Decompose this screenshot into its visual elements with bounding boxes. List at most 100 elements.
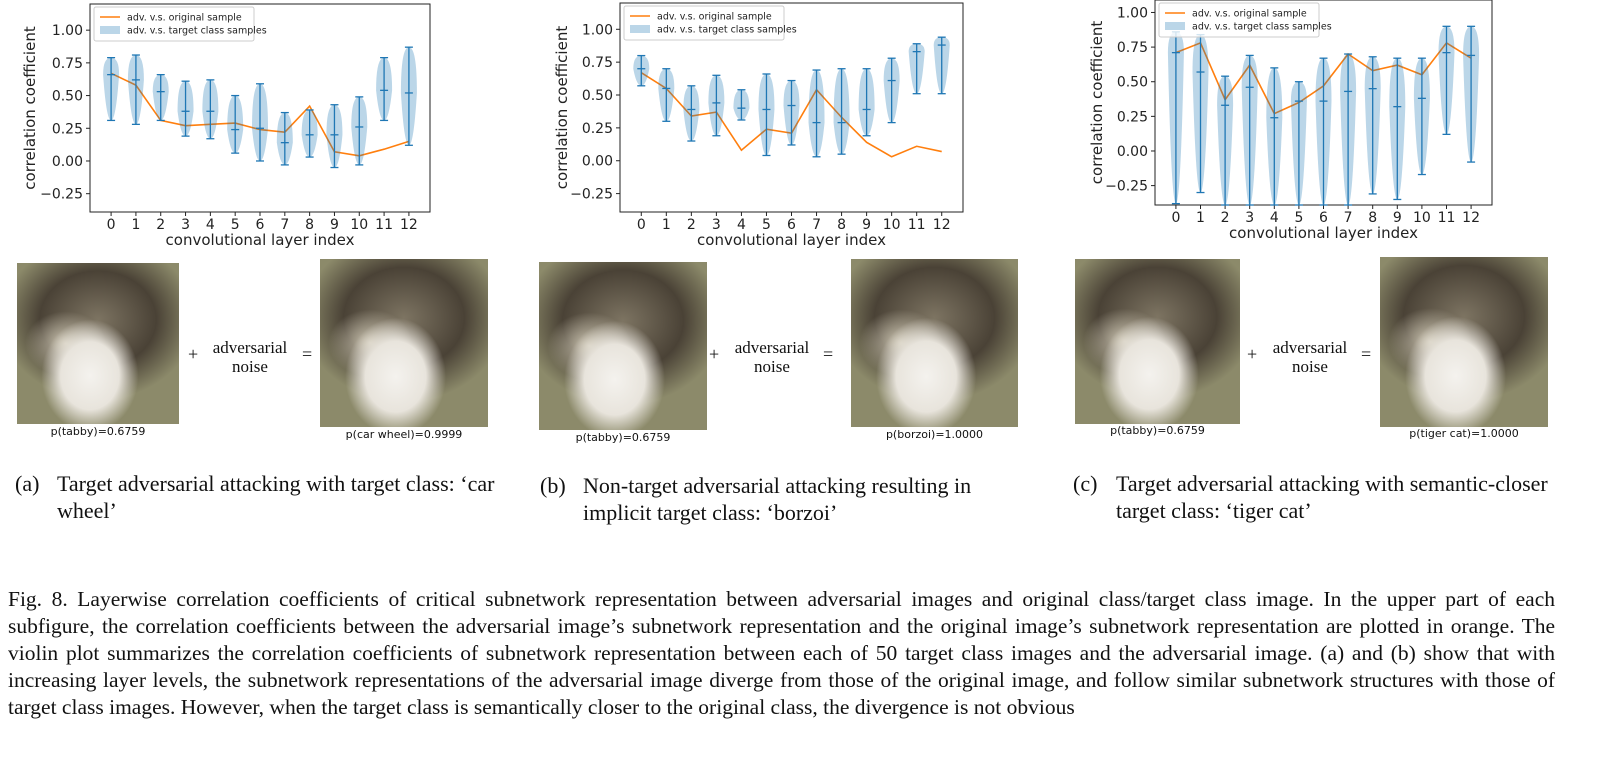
- x-tick-label: 11: [1438, 210, 1456, 226]
- figure-caption: Fig. 8. Layerwise correlation coefficien…: [8, 587, 1555, 719]
- charts: −0.250.000.250.500.751.000 1 2 3 4 5 6 7 8 9 10 11 1…: [21, 0, 1493, 249]
- cat-image: [1075, 259, 1240, 424]
- y-tick-label: 0.75: [582, 55, 613, 71]
- cat-image: [539, 262, 707, 430]
- y-axis-label: correlation coefficient: [553, 26, 571, 190]
- x-tick-label: 2: [687, 217, 696, 233]
- x-tick-label: 3: [712, 217, 721, 233]
- image-label: p(borzoi)=1.0000: [885, 428, 984, 441]
- legend-box: [623, 5, 785, 41]
- y-tick-label: 1.00: [1117, 5, 1148, 21]
- x-tick-label: 7: [280, 217, 289, 233]
- cat-image: [1380, 257, 1548, 427]
- y-tick-label: 0.75: [1117, 40, 1148, 56]
- x-tick-label: 10: [350, 217, 368, 233]
- x-tick-label: 4: [1270, 210, 1279, 226]
- legend-label: adv. v.s. target class samples: [127, 26, 267, 37]
- cat-image: [851, 259, 1018, 427]
- y-tick-label: 0.00: [582, 154, 613, 170]
- x-tick-label: 8: [305, 217, 314, 233]
- x-tick-label: 1: [131, 217, 140, 233]
- x-tick-label: 9: [1393, 210, 1402, 226]
- legend-swatch: [100, 26, 120, 34]
- x-tick-label: 12: [400, 217, 418, 233]
- subfigure-label: (a): [15, 471, 40, 496]
- cat-image: [17, 263, 179, 424]
- x-axis-label: convolutional layer index: [166, 231, 355, 249]
- y-tick-label: 0.00: [1117, 144, 1148, 160]
- x-axis-label: convolutional layer index: [1229, 224, 1418, 242]
- x-tick-label: 5: [762, 217, 771, 233]
- x-tick-label: 0: [107, 217, 116, 233]
- y-tick-label: 0.75: [52, 56, 83, 72]
- x-tick-label: 0: [637, 217, 646, 233]
- y-tick-label: 0.25: [1117, 109, 1148, 125]
- legend-label: adv. v.s. original sample: [127, 13, 242, 24]
- noise-label: adversarial noise: [1272, 338, 1348, 376]
- image-label: p(car wheel)=0.9999: [345, 428, 463, 441]
- x-tick-label: 8: [1368, 210, 1377, 226]
- y-tick-label: 0.25: [582, 121, 613, 137]
- plus-sign: +: [188, 344, 199, 364]
- image-label: p(tiger cat)=1.0000: [1409, 427, 1519, 440]
- subfigure-label: (b): [540, 473, 566, 498]
- legend-swatch: [1165, 22, 1185, 30]
- x-tick-label: 10: [883, 217, 901, 233]
- x-tick-label: 7: [1344, 210, 1353, 226]
- legend-label: adv. v.s. target class samples: [657, 25, 797, 36]
- x-tick-label: 9: [862, 217, 871, 233]
- x-tick-label: 1: [1196, 210, 1205, 226]
- x-tick-label: 8: [837, 217, 846, 233]
- legend-box: [1158, 2, 1320, 38]
- subfigure-caption: Target adversarial attacking with target…: [57, 471, 495, 523]
- y-tick-label: −0.25: [1105, 179, 1148, 195]
- x-tick-label: 1: [662, 217, 671, 233]
- equals-sign: =: [302, 344, 313, 364]
- y-tick-label: 0.50: [52, 89, 83, 105]
- x-tick-label: 12: [933, 217, 951, 233]
- x-tick-label: 10: [1413, 210, 1431, 226]
- y-tick-label: 1.00: [52, 23, 83, 39]
- x-tick-label: 0: [1171, 210, 1180, 226]
- noise-label: adversarial noise: [212, 338, 288, 376]
- legend-label: adv. v.s. original sample: [657, 12, 772, 23]
- legend-box: [93, 6, 255, 42]
- noise-label: adversarial noise: [734, 338, 810, 376]
- x-tick-label: 4: [206, 217, 215, 233]
- x-tick-label: 6: [787, 217, 796, 233]
- y-tick-label: 0.50: [582, 88, 613, 104]
- plus-sign: +: [709, 344, 720, 364]
- x-tick-label: 3: [1245, 210, 1254, 226]
- y-tick-label: 0.25: [52, 121, 83, 137]
- x-tick-label: 3: [181, 217, 190, 233]
- equals-sign: =: [1361, 344, 1372, 364]
- subfigure-caption: Non-target adversarial attacking resulti…: [583, 473, 972, 525]
- x-tick-label: 5: [1294, 210, 1303, 226]
- x-tick-label: 4: [737, 217, 746, 233]
- x-tick-label: 6: [1319, 210, 1328, 226]
- x-tick-label: 9: [330, 217, 339, 233]
- subfigure-caption: Target adversarial attacking with semant…: [1116, 471, 1548, 523]
- x-tick-label: 11: [908, 217, 926, 233]
- image-label: p(tabby)=0.6759: [1110, 424, 1205, 437]
- cat-image: [320, 259, 488, 427]
- y-tick-label: −0.25: [40, 187, 83, 203]
- image-label: p(tabby)=0.6759: [575, 431, 671, 444]
- legend-label: adv. v.s. target class samples: [1192, 22, 1332, 33]
- y-axis-label: correlation coefficient: [1088, 21, 1106, 185]
- x-tick-label: 12: [1462, 210, 1480, 226]
- legend-swatch: [630, 25, 650, 33]
- y-tick-label: 0.50: [1117, 75, 1148, 91]
- x-tick-label: 2: [1221, 210, 1230, 226]
- y-axis-label: correlation coefficient: [21, 26, 39, 190]
- x-tick-label: 6: [256, 217, 265, 233]
- y-tick-label: 0.00: [52, 154, 83, 170]
- x-tick-label: 7: [812, 217, 821, 233]
- image-label: p(tabby)=0.6759: [50, 425, 146, 438]
- legend-label: adv. v.s. original sample: [1192, 9, 1307, 20]
- y-tick-label: 1.00: [582, 22, 613, 38]
- x-axis-label: convolutional layer index: [697, 231, 886, 249]
- x-tick-label: 2: [156, 217, 165, 233]
- x-tick-label: 5: [231, 217, 240, 233]
